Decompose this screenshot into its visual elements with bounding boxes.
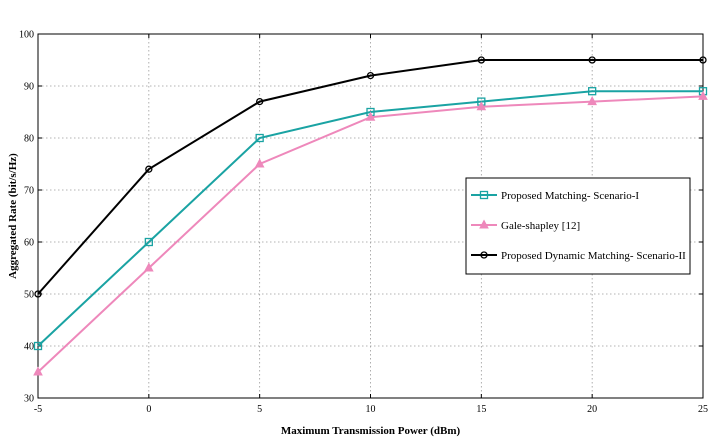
x-tick-label: 10: [366, 404, 376, 415]
legend-box: [465, 177, 691, 275]
x-tick-label: 25: [698, 404, 708, 415]
legend-swatch-marker: [480, 251, 488, 259]
y-tick-label: 80: [24, 134, 34, 145]
y-tick-label: 40: [24, 342, 34, 353]
series-2-point: [254, 158, 265, 168]
series-group: [33, 56, 708, 376]
x-axis-label: Maximum Transmission Power (dBm): [281, 425, 461, 437]
legend-swatch-marker: [479, 219, 489, 229]
series-2-point: [476, 101, 487, 111]
series-1-point: [33, 341, 43, 351]
series-1-point: [588, 87, 597, 96]
legend: Proposed Matching- Scenario-I Gale-shaple…: [465, 177, 691, 275]
series-2: [33, 90, 708, 376]
series-3-point: [699, 56, 707, 64]
x-tick-label: 15: [476, 404, 486, 415]
y-tick-label: 30: [24, 394, 34, 405]
series-3-point: [145, 165, 153, 173]
series-2-point: [365, 111, 376, 121]
series-2-point: [587, 96, 598, 106]
y-axis-label: Aggregated Rate (bit/s/Hz): [7, 153, 19, 279]
x-tick-label: -5: [34, 404, 42, 415]
series-2-point: [698, 90, 708, 100]
x-tick-label: 20: [587, 404, 597, 415]
y-tick-label: 70: [24, 186, 34, 197]
axis-ticks: -5 0 5 10 15 20 25 30 40 50 60 70 80 90 100: [19, 30, 708, 416]
series-3-point: [34, 290, 42, 298]
series-2-point: [33, 366, 43, 376]
x-tick-label: 0: [146, 404, 151, 415]
legend-swatch-marker: [479, 190, 489, 200]
x-tick-label: 5: [257, 404, 262, 415]
series-1-point: [144, 237, 153, 247]
y-tick-label: 50: [24, 290, 34, 301]
legend-entry-3: Proposed Dynamic Matching- Scenario-II: [471, 250, 686, 262]
series-3-point: [366, 71, 375, 80]
series-3-line: [37, 59, 703, 295]
legend-label: Proposed Dynamic Matching- Scenario-II: [501, 250, 686, 262]
series-2-point: [143, 262, 154, 272]
series-3: [34, 56, 707, 298]
legend-label: Proposed Matching- Scenario-I: [501, 190, 639, 202]
legend-entry-2: Gale-shapley [12]: [471, 219, 580, 232]
legend-entry-1: Proposed Matching- Scenario-I: [471, 190, 639, 202]
series-3-point: [477, 56, 485, 64]
y-tick-label: 60: [24, 238, 34, 249]
legend-label: Gale-shapley [12]: [501, 220, 580, 232]
y-tick-label: 100: [19, 30, 34, 41]
grid: [38, 34, 703, 398]
series-3-point: [256, 97, 264, 106]
series-1-point: [255, 133, 264, 143]
series-3-point: [588, 56, 596, 64]
y-tick-label: 90: [24, 82, 34, 93]
